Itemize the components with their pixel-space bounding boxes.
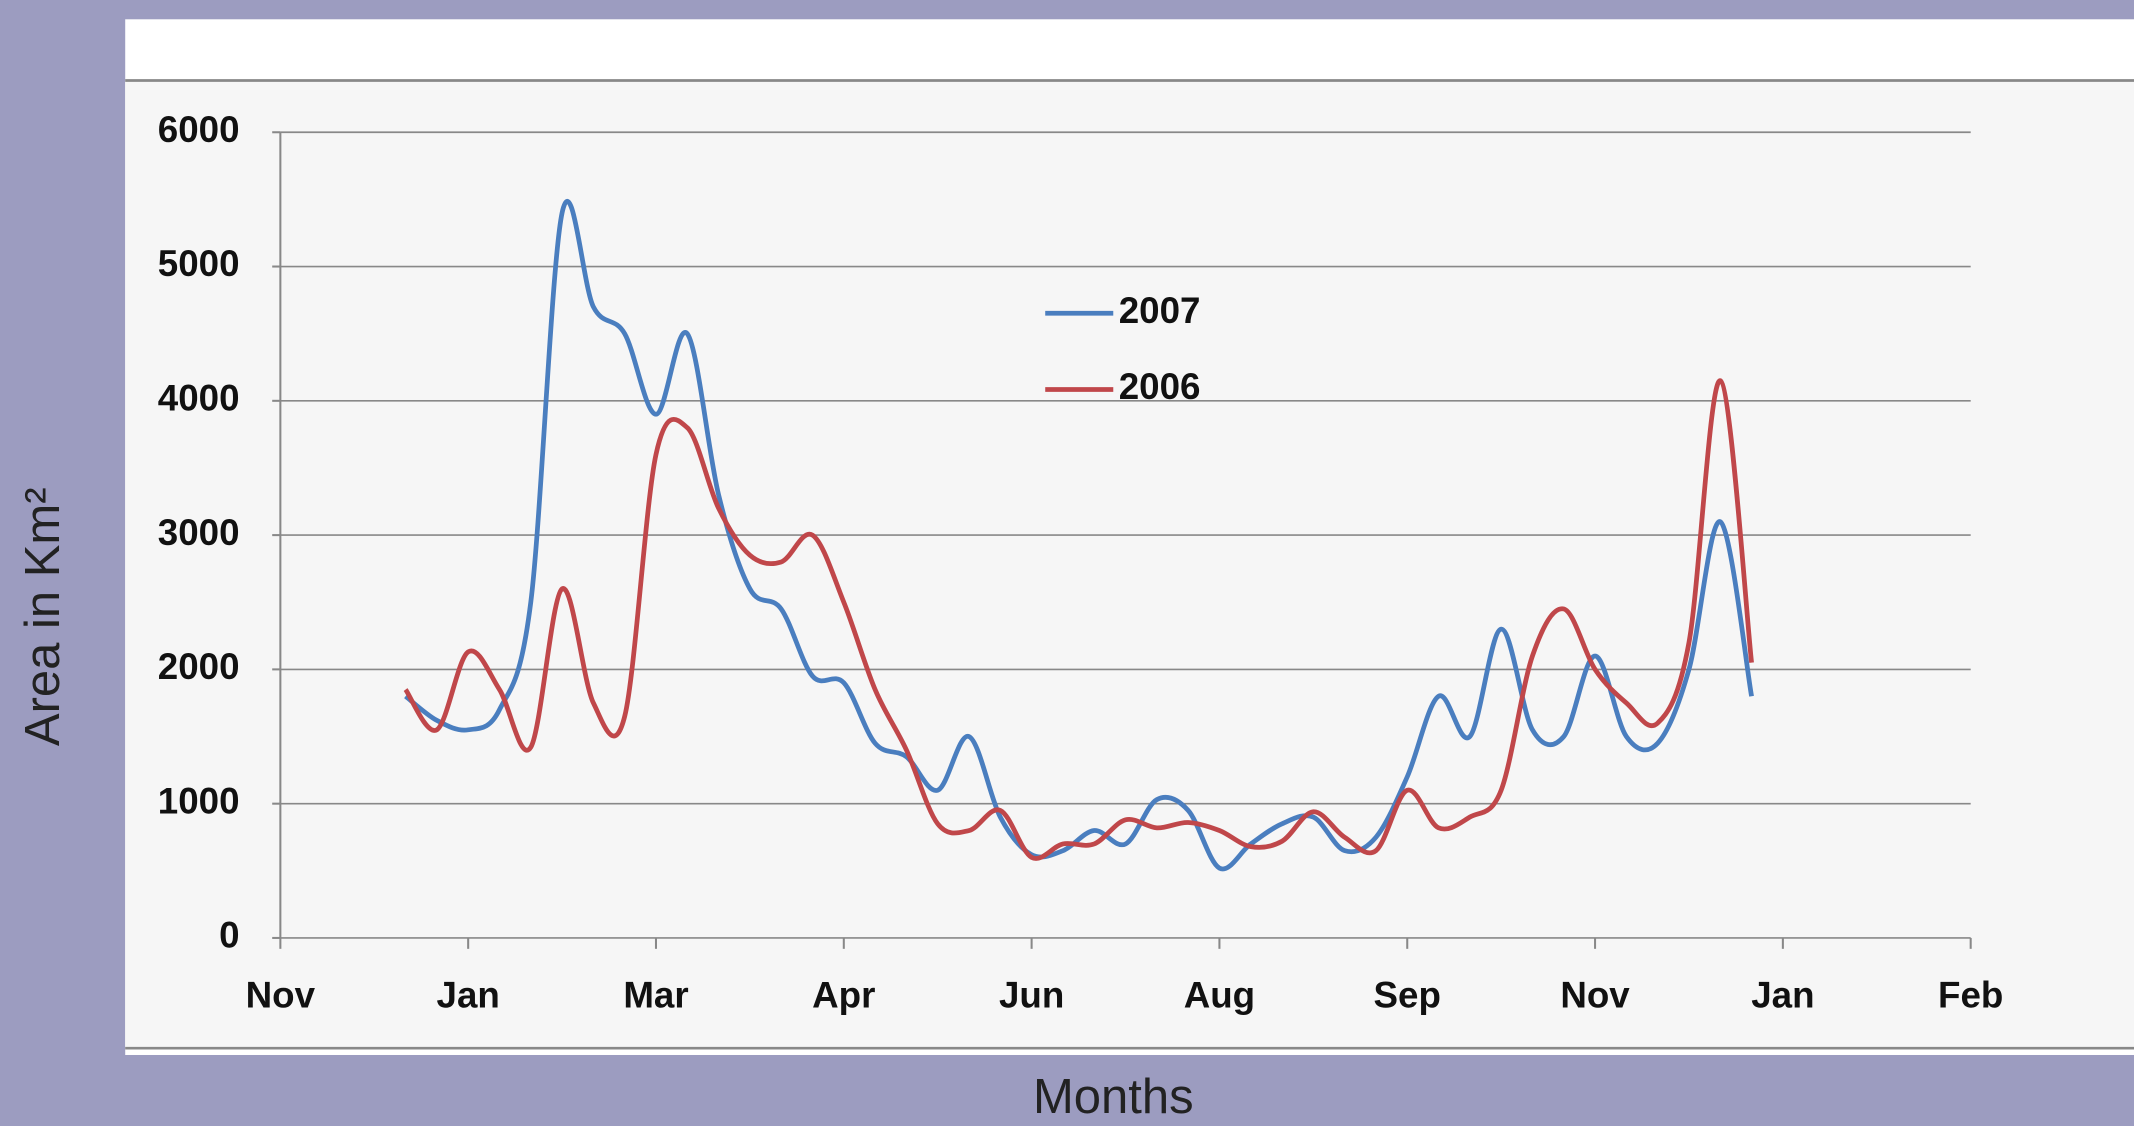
y-tick-label: 3000 <box>158 512 240 553</box>
x-tick-label: Jun <box>999 975 1064 1016</box>
x-tick-label: Apr <box>812 975 875 1016</box>
x-axis-label: Months <box>1033 1070 1194 1124</box>
y-tick-label: 2000 <box>158 646 240 687</box>
y-axis-label: Area in Km² <box>16 487 70 746</box>
x-tick-label: Jan <box>1751 975 1814 1016</box>
plot-background <box>125 80 2134 1047</box>
y-tick-label: 5000 <box>158 243 240 284</box>
x-tick-label: Mar <box>623 975 688 1016</box>
x-tick-label: Sep <box>1374 975 1441 1016</box>
series-line <box>404 199 1754 872</box>
y-tick-label: 4000 <box>158 378 240 419</box>
y-tick-label: 6000 <box>158 109 240 150</box>
x-tick-label: Feb <box>1938 975 2003 1016</box>
legend-label: 2006 <box>1119 366 1201 407</box>
y-tick-label: 1000 <box>158 780 240 821</box>
x-tick-label: Nov <box>1560 975 1630 1016</box>
x-tick-label: Jan <box>437 975 500 1016</box>
legend-label: 2007 <box>1119 290 1201 331</box>
series-line <box>403 378 1754 861</box>
x-tick-label: Nov <box>246 975 316 1016</box>
x-tick-label: Aug <box>1184 975 1255 1016</box>
y-tick-label: 0 <box>219 915 239 956</box>
